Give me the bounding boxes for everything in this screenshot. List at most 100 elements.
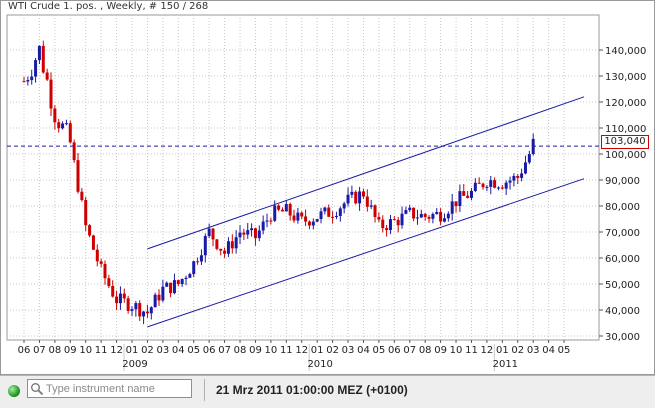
y-tick-label: 70,000: [605, 228, 640, 239]
candle-body: [91, 235, 95, 250]
candle-body: [304, 216, 308, 222]
candle-body: [392, 219, 396, 221]
candle-body: [435, 211, 439, 215]
candle-body: [207, 228, 211, 237]
candle-body: [246, 230, 250, 235]
candle-body: [215, 239, 219, 249]
x-tick-label: 07: [403, 345, 416, 356]
candle-body: [446, 213, 450, 219]
x-tick-label: 04: [542, 345, 555, 356]
candle-body: [111, 286, 115, 297]
current-price-label: 103,040: [601, 135, 649, 149]
candle-body: [450, 201, 454, 214]
connection-status-icon: [8, 385, 20, 397]
candle-body: [203, 236, 207, 256]
x-tick-label: 07: [33, 345, 46, 356]
candle-body: [107, 278, 111, 287]
candle-body: [485, 186, 489, 188]
candle-body: [481, 183, 485, 188]
candle-body: [415, 217, 419, 219]
plot-area: [6, 14, 600, 341]
x-tick-label: 10: [265, 345, 278, 356]
candle-body: [454, 201, 458, 206]
candle-body: [184, 277, 188, 279]
candle-body: [196, 261, 200, 263]
candle-body: [396, 219, 400, 226]
x-tick-label: 04: [357, 345, 370, 356]
candle-body: [88, 225, 92, 236]
x-tick-label: 02: [511, 345, 524, 356]
candle-body: [365, 196, 369, 207]
instrument-search-box[interactable]: [27, 379, 192, 398]
candle-body: [346, 194, 350, 204]
candle-body: [99, 261, 103, 264]
candle-body: [442, 218, 446, 222]
candle-body: [80, 191, 84, 201]
x-tick-label: 01: [496, 345, 509, 356]
x-tick-label: 03: [157, 345, 170, 356]
candle-body: [192, 261, 196, 275]
candle-body: [253, 228, 257, 239]
candle-body: [350, 191, 354, 195]
x-year-label: 2010: [307, 359, 332, 370]
candle-body: [466, 195, 470, 198]
candle-body: [358, 191, 362, 204]
x-tick-label: 05: [373, 345, 386, 356]
candle-body: [458, 191, 462, 206]
x-tick-label: 08: [234, 345, 247, 356]
x-tick-label: 02: [141, 345, 154, 356]
candle-body: [388, 219, 392, 231]
x-tick-label: 11: [280, 345, 293, 356]
candlestick-chart[interactable]: 30,000 40,000 50,000 60,000 70,000 80,000 90,0…: [1, 1, 654, 374]
candle-body: [323, 207, 327, 212]
candle-body: [331, 216, 335, 218]
candle-body: [296, 212, 300, 221]
status-bar: 21 Mrz 2011 01:00:00 MEZ (+0100): [0, 375, 655, 408]
candle-body: [307, 221, 311, 226]
chart-window[interactable]: WTI Crude 1. pos. , Weekly, # 150 / 268 …: [0, 0, 655, 375]
candle-body: [68, 123, 72, 143]
candle-body: [34, 60, 38, 77]
candle-body: [280, 209, 284, 212]
candle-body: [265, 220, 269, 222]
candle-body: [165, 282, 169, 287]
x-tick-label: 06: [18, 345, 31, 356]
candle-body: [400, 213, 404, 226]
candle-body: [95, 249, 99, 262]
y-tick-label: 50,000: [605, 280, 640, 291]
candle-body: [172, 280, 176, 294]
candle-body: [319, 211, 323, 220]
candle-body: [334, 215, 338, 218]
channel-line-lower[interactable]: [147, 178, 585, 328]
candle-body: [288, 204, 292, 216]
x-tick-label: 05: [187, 345, 200, 356]
candle-body: [234, 237, 238, 249]
candle-body: [199, 255, 203, 262]
y-tick-label: 60,000: [605, 254, 640, 265]
candle-body: [373, 205, 377, 218]
candle-body: [369, 205, 373, 207]
candle-body: [327, 207, 331, 217]
x-tick-label: 01: [311, 345, 324, 356]
candle-body: [500, 187, 504, 189]
instrument-search-input[interactable]: [46, 381, 186, 396]
candle-body: [130, 309, 134, 311]
candle-body: [273, 205, 277, 221]
x-tick-label: 06: [203, 345, 216, 356]
candle-body: [477, 182, 481, 184]
candle-body: [115, 296, 119, 304]
candle-body: [238, 232, 242, 238]
candle-body: [473, 182, 477, 191]
candle-body: [419, 213, 423, 218]
candle-body: [22, 81, 26, 83]
candle-body: [250, 228, 254, 231]
search-icon[interactable]: [30, 382, 44, 396]
x-tick-label: 09: [249, 345, 262, 356]
candle-body: [157, 294, 161, 301]
x-tick-label: 05: [558, 345, 571, 356]
candle-body: [26, 80, 30, 82]
candle-body: [381, 219, 385, 229]
y-tick-label: 140,000: [605, 46, 646, 57]
candle-body: [226, 241, 230, 254]
channel-line-upper[interactable]: [147, 96, 585, 250]
